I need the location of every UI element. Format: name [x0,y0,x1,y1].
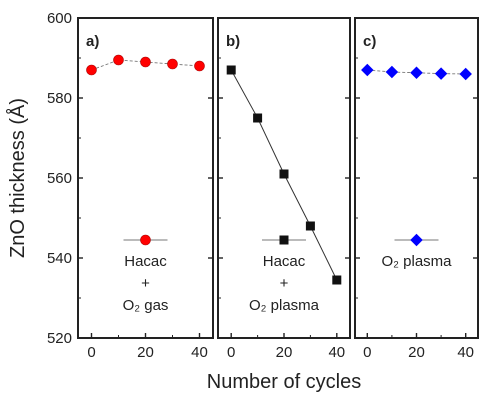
data-point [140,56,151,68]
data-point [459,67,472,81]
x-tick-label: 20 [276,344,293,361]
legend-text: Hacac [263,253,306,270]
panel-label: a) [86,33,99,50]
data-point [332,275,342,285]
y-tick-label: 600 [47,10,72,27]
data-point [305,221,315,231]
data-point [434,67,448,80]
data-point [385,65,399,79]
x-tick-label: 0 [87,344,95,361]
x-tick-label: 0 [227,344,235,361]
panel-label: b) [226,33,240,50]
panel-a: 0 20 40 a) Hacac + O₂ gas [77,17,214,361]
y-tick-labels: 520 540 560 580 600 [47,10,72,347]
series-line [367,69,466,75]
data-point [167,58,178,70]
data-point [226,65,236,75]
legend-text: O₂ gas [123,297,169,314]
legend-text: + [141,275,150,292]
legend-text: O₂ plasma [249,297,320,314]
legend-marker [140,234,151,246]
data-point [361,63,374,77]
x-tick-label: 40 [328,344,345,361]
panel-c: 0 20 40 c) O₂ plasma [354,17,479,361]
y-tick-label: 520 [47,330,72,347]
x-axis-title: Number of cycles [207,371,362,393]
legend-marker [410,233,423,247]
legend-text: Hacac [124,253,167,270]
y-axis-title: ZnO thickness (Å) [6,98,29,258]
x-tick-label: 20 [408,344,425,361]
x-tick-label: 40 [191,344,208,361]
data-point [86,64,97,76]
panels: 0 20 40 a) Hacac + O₂ gas 0 20 40 b) Hacac + O₂ plasm… [77,17,479,361]
y-tick-label: 560 [47,170,72,187]
legend: Hacac + O₂ plasma [249,235,320,314]
legend: Hacac + O₂ gas [123,234,169,314]
data-point [194,60,205,72]
legend-marker [279,235,289,245]
x-tick-label: 0 [363,344,371,361]
legend-text: O₂ plasma [381,253,452,270]
panel-frame [354,17,479,339]
panel-label: c) [363,33,376,50]
y-tick-label: 580 [47,90,72,107]
panel-b: 0 20 40 b) Hacac + O₂ plasma [217,17,351,361]
data-point [113,54,124,66]
x-tick-label: 20 [137,344,154,361]
data-point [410,66,423,80]
legend: O₂ plasma [381,233,452,270]
data-point [279,169,289,179]
y-tick-label: 540 [47,250,72,267]
x-tick-label: 40 [457,344,474,361]
data-point [253,113,263,123]
legend-text: + [280,275,289,292]
